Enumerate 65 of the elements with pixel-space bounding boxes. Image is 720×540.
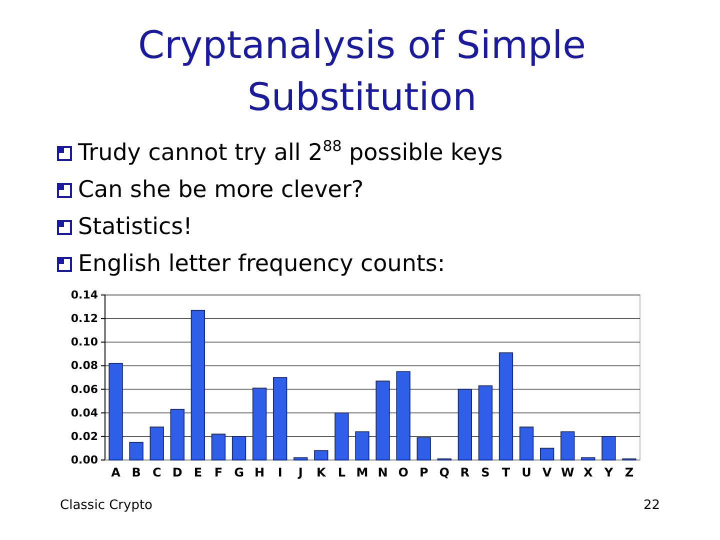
chart-title: Cryptanalysis of Simple Substitution — [138, 23, 586, 119]
y-tick-label: 0.12 — [70, 312, 98, 326]
x-tick-label: X — [584, 466, 594, 480]
x-tick-label: F — [214, 466, 223, 480]
x-tick-label: H — [254, 466, 265, 480]
y-tick-label: 0.10 — [70, 336, 98, 349]
bar — [376, 380, 390, 460]
bar — [478, 385, 493, 460]
x-tick-label: P — [419, 466, 428, 480]
y-tick-label: 0.00 — [70, 454, 98, 467]
bar — [396, 371, 410, 460]
bar — [294, 457, 308, 460]
x-tick-label: C — [152, 466, 162, 480]
x-tick-label: W — [560, 466, 574, 480]
text: 22 — [643, 498, 660, 513]
bar — [190, 310, 206, 460]
bar — [355, 431, 370, 460]
bar — [129, 442, 144, 460]
text: Can she be more clever? — [78, 177, 364, 203]
y-tick-label: 0.06 — [70, 382, 98, 396]
text: Trudy cannot try all 2$^{88}$ possible keys — [77, 137, 503, 166]
x-tick-label: D — [172, 466, 182, 480]
y-tick-label: 0.08 — [70, 359, 98, 372]
bar — [170, 408, 184, 460]
x-tick-label: G — [234, 466, 244, 480]
x-tick-label: V — [542, 466, 552, 480]
bar — [560, 431, 575, 460]
x-tick-label: Z — [624, 466, 634, 480]
x-tick-label: O — [398, 466, 408, 480]
y-tick-label: 0.02 — [70, 430, 98, 443]
bar — [458, 388, 472, 460]
x-tick-label: L — [338, 466, 346, 480]
x-tick-label: S — [481, 466, 490, 480]
bar — [498, 352, 514, 460]
x-tick-label: I — [278, 466, 282, 480]
bar — [108, 362, 123, 460]
y-tick-label: 0.14 — [70, 288, 98, 302]
x-tick-label: A — [111, 466, 122, 480]
text: Statistics! — [78, 214, 192, 240]
x-tick-label: T — [502, 466, 511, 480]
bar — [519, 426, 534, 460]
bar — [581, 457, 596, 460]
bar — [416, 437, 431, 460]
bar — [150, 426, 164, 460]
x-tick-label: N — [378, 466, 388, 480]
text: Classic Crypto — [60, 498, 153, 513]
x-tick-label: R — [460, 466, 470, 480]
bar — [252, 388, 267, 460]
x-tick-label: J — [297, 466, 303, 480]
bar — [232, 436, 246, 460]
x-tick-label: Y — [603, 466, 614, 480]
bar — [273, 377, 288, 460]
bar — [334, 412, 349, 460]
x-tick-label: B — [132, 466, 141, 480]
x-tick-label: Q — [439, 466, 450, 480]
x-tick-label: K — [316, 466, 326, 480]
y-tick-label: 0.04 — [70, 406, 98, 420]
x-tick-label: U — [522, 466, 532, 480]
bar — [602, 436, 616, 460]
bar — [314, 450, 328, 460]
x-tick-label: E — [194, 466, 202, 480]
x-tick-label: M — [356, 466, 368, 480]
bar — [211, 434, 226, 460]
text: English letter frequency counts: — [78, 251, 446, 277]
bar — [540, 448, 554, 460]
